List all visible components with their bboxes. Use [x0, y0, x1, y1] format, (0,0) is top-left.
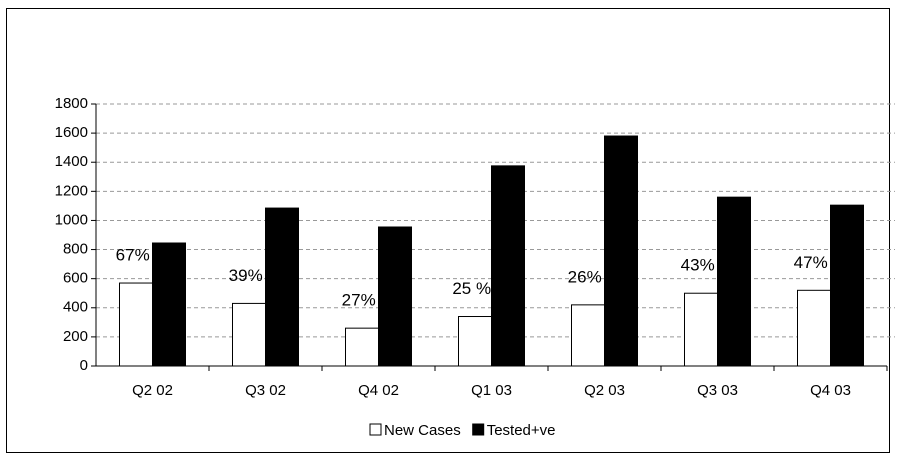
bar — [797, 289, 831, 367]
bar — [152, 242, 186, 367]
annotation: 27% — [342, 291, 376, 310]
y-tick-label: 800 — [63, 241, 88, 258]
legend-swatch — [369, 423, 382, 436]
y-tick-label: 1200 — [55, 182, 88, 199]
annotation: 26% — [568, 267, 602, 286]
y-tick-label: 200 — [63, 328, 88, 345]
x-tick-label: Q3 02 — [245, 382, 286, 399]
bar — [571, 304, 605, 367]
annotation: 67% — [116, 246, 150, 265]
y-tick-label: 1600 — [55, 124, 88, 141]
bar — [345, 327, 379, 367]
bar — [232, 302, 266, 367]
legend-swatch — [472, 423, 485, 436]
y-tick-label: 0 — [80, 357, 88, 374]
x-tick-label: Q1 03 — [471, 382, 512, 399]
y-tick-label: 1400 — [55, 153, 88, 170]
annotation: 43% — [681, 256, 715, 275]
annotation: 39% — [229, 266, 263, 285]
y-tick-label: 1800 — [55, 95, 88, 112]
bar — [265, 207, 299, 367]
x-tick-label: Q3 03 — [697, 382, 738, 399]
x-tick-label: Q2 03 — [584, 382, 625, 399]
bar — [717, 196, 751, 367]
x-tick-label: Q2 02 — [132, 382, 173, 399]
bar — [119, 282, 153, 367]
bar — [378, 226, 412, 367]
bar — [458, 316, 492, 367]
y-tick-label: 400 — [63, 299, 88, 316]
bar — [491, 165, 525, 367]
annotation: 47% — [794, 253, 828, 272]
bar — [830, 204, 864, 367]
legend-label: New Cases — [384, 422, 461, 439]
y-tick-label: 600 — [63, 270, 88, 287]
x-tick-label: Q4 02 — [358, 382, 399, 399]
legend-label: Tested+ve — [487, 422, 556, 439]
y-tick-label: 1000 — [55, 211, 88, 228]
annotation: 25 % — [452, 279, 491, 298]
bar — [604, 135, 638, 367]
bar — [684, 292, 718, 367]
x-tick-label: Q4 03 — [810, 382, 851, 399]
